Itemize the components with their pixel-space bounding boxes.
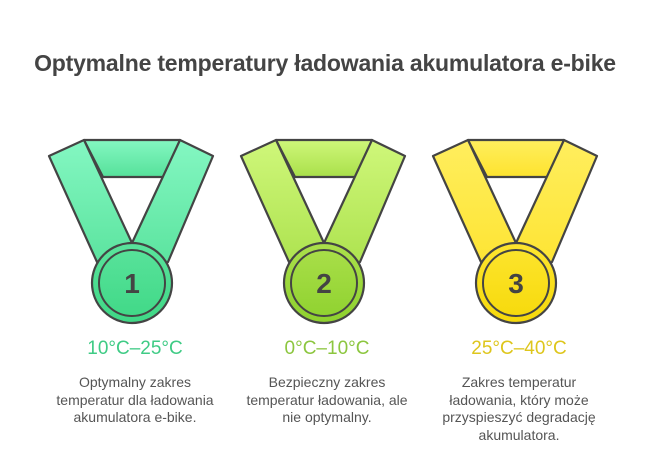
temperature-range-3: 25°C–40°C	[471, 338, 567, 359]
description-2: Bezpieczny zakres temperatur ładowania, …	[246, 374, 408, 425]
medal-2-icon: 2	[239, 138, 407, 325]
medal-card-2: 2 0°C–10°C Bezpieczny zakres temperatur …	[232, 130, 422, 470]
medal-number-1: 1	[124, 268, 140, 299]
medal-card-3: 3 25°C–40°C Zakres temperatur ładowania,…	[424, 130, 614, 470]
temperature-range-2: 0°C–10°C	[284, 338, 370, 359]
medal-1-icon: 1	[47, 138, 215, 325]
medal-number-2: 2	[316, 268, 332, 299]
medal-3-icon: 3	[431, 138, 599, 325]
page-title: Optymalne temperatury ładowania akumulat…	[34, 50, 616, 76]
temperature-range-1: 10°C–25°C	[87, 338, 183, 359]
medal-number-3: 3	[508, 268, 524, 299]
description-1: Optymalny zakres temperatur dla ładowani…	[56, 374, 214, 425]
description-3: Zakres temperatur ładowania, który może …	[442, 374, 596, 443]
medal-card-1: 1 10°C–25°C Optymalny zakres temperatur …	[40, 130, 230, 470]
